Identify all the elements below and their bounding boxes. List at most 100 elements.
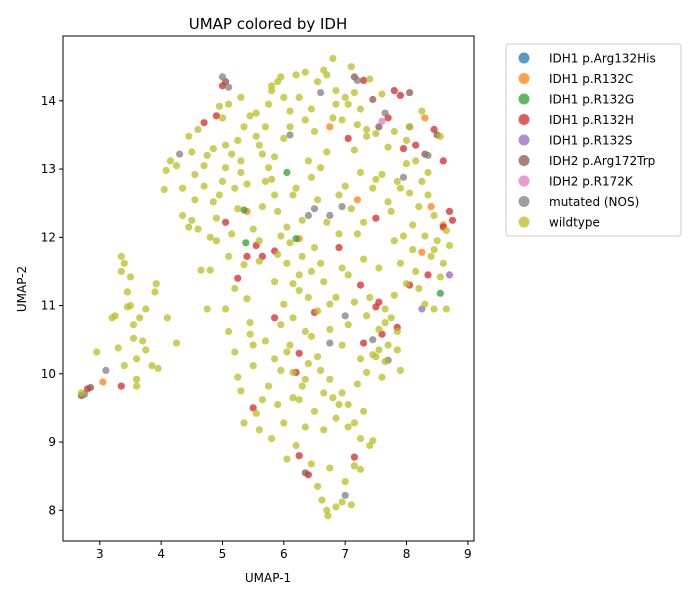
scatter-point xyxy=(212,237,220,245)
scatter-point xyxy=(406,189,414,197)
scatter-point xyxy=(347,63,355,71)
legend-marker xyxy=(518,93,530,105)
scatter-point xyxy=(218,114,227,122)
scatter-point xyxy=(129,334,138,342)
scatter-point xyxy=(280,300,288,308)
scatter-point xyxy=(255,237,263,245)
scatter-point xyxy=(194,225,202,233)
scatter-point xyxy=(326,464,334,472)
scatter-point xyxy=(412,157,420,165)
legend-marker xyxy=(518,114,530,125)
scatter-point xyxy=(375,298,383,306)
scatter-point xyxy=(261,123,269,131)
x-tick-label: 9 xyxy=(464,547,472,561)
scatter-point xyxy=(436,132,444,140)
scatter-point xyxy=(387,207,395,215)
scatter-point xyxy=(335,244,343,252)
scatter-point xyxy=(307,105,315,113)
scatter-point xyxy=(369,184,377,192)
scatter-point xyxy=(310,127,319,136)
scatter-point xyxy=(430,305,438,313)
legend-marker xyxy=(518,216,530,228)
scatter-point xyxy=(326,375,334,383)
scatter-point xyxy=(117,382,125,390)
scatter-point xyxy=(307,267,315,275)
scatter-point xyxy=(418,177,426,185)
scatter-point xyxy=(289,394,297,402)
scatter-point xyxy=(123,288,131,296)
scatter-point xyxy=(396,366,404,374)
scatter-point xyxy=(249,341,257,349)
scatter-point xyxy=(323,148,331,156)
scatter-point xyxy=(307,173,315,181)
scatter-point xyxy=(133,375,141,383)
scatter-point xyxy=(338,264,346,272)
scatter-point xyxy=(445,271,454,279)
scatter-point xyxy=(412,267,420,275)
scatter-point xyxy=(234,274,242,282)
y-axis-label: UMAP-2 xyxy=(15,266,29,312)
legend-label: wildtype xyxy=(549,216,600,230)
scatter-point xyxy=(268,82,276,90)
scatter-point xyxy=(418,107,426,115)
scatter-point xyxy=(242,239,250,247)
scatter-point xyxy=(129,321,138,329)
scatter-point xyxy=(240,261,248,269)
scatter-point xyxy=(335,400,343,409)
scatter-point xyxy=(99,378,107,386)
scatter-point xyxy=(280,134,288,142)
scatter-point xyxy=(350,89,358,97)
scatter-point xyxy=(396,91,404,99)
scatter-point xyxy=(200,119,208,127)
scatter-point xyxy=(384,198,392,206)
scatter-point xyxy=(240,206,248,214)
scatter-point xyxy=(252,409,260,417)
scatter-point xyxy=(234,373,242,381)
scatter-point xyxy=(148,362,156,370)
scatter-point xyxy=(240,123,248,131)
scatter-point xyxy=(442,305,450,313)
scatter-point xyxy=(350,453,358,461)
scatter-point xyxy=(360,76,368,84)
scatter-point xyxy=(399,232,408,240)
scatter-point xyxy=(415,284,423,293)
scatter-point xyxy=(286,341,294,349)
scatter-point xyxy=(162,166,170,174)
scatter-point xyxy=(310,205,319,213)
scatter-point xyxy=(258,396,266,404)
y-tick-label: 10 xyxy=(41,367,56,381)
scatter-point xyxy=(390,237,398,245)
scatter-point xyxy=(166,157,174,165)
scatter-point xyxy=(350,462,358,470)
scatter-point xyxy=(274,400,282,409)
scatter-point xyxy=(142,346,150,354)
scatter-point xyxy=(369,437,377,445)
scatter-point xyxy=(252,132,260,140)
scatter-point xyxy=(243,252,251,260)
scatter-point xyxy=(304,211,312,220)
scatter-point xyxy=(390,87,398,95)
scatter-point xyxy=(255,141,263,149)
scatter-point xyxy=(433,237,441,245)
scatter-point xyxy=(93,348,101,356)
scatter-point xyxy=(194,125,202,134)
scatter-point xyxy=(363,132,371,140)
scatter-point xyxy=(292,71,300,79)
scatter-point xyxy=(234,205,242,213)
scatter-point xyxy=(381,305,389,313)
scatter-point xyxy=(188,148,196,156)
scatter-point xyxy=(231,184,239,192)
scatter-point xyxy=(381,357,389,366)
scatter-point xyxy=(360,255,368,263)
scatter-point xyxy=(324,512,332,520)
scatter-point xyxy=(448,216,457,224)
scatter-point xyxy=(136,314,144,322)
scatter-point xyxy=(246,330,254,338)
scatter-point xyxy=(326,325,334,333)
scatter-point xyxy=(424,271,432,279)
scatter-point xyxy=(252,109,260,117)
scatter-point xyxy=(222,141,230,149)
scatter-point xyxy=(332,100,340,108)
scatter-point xyxy=(372,175,380,183)
scatter-point xyxy=(274,78,282,86)
